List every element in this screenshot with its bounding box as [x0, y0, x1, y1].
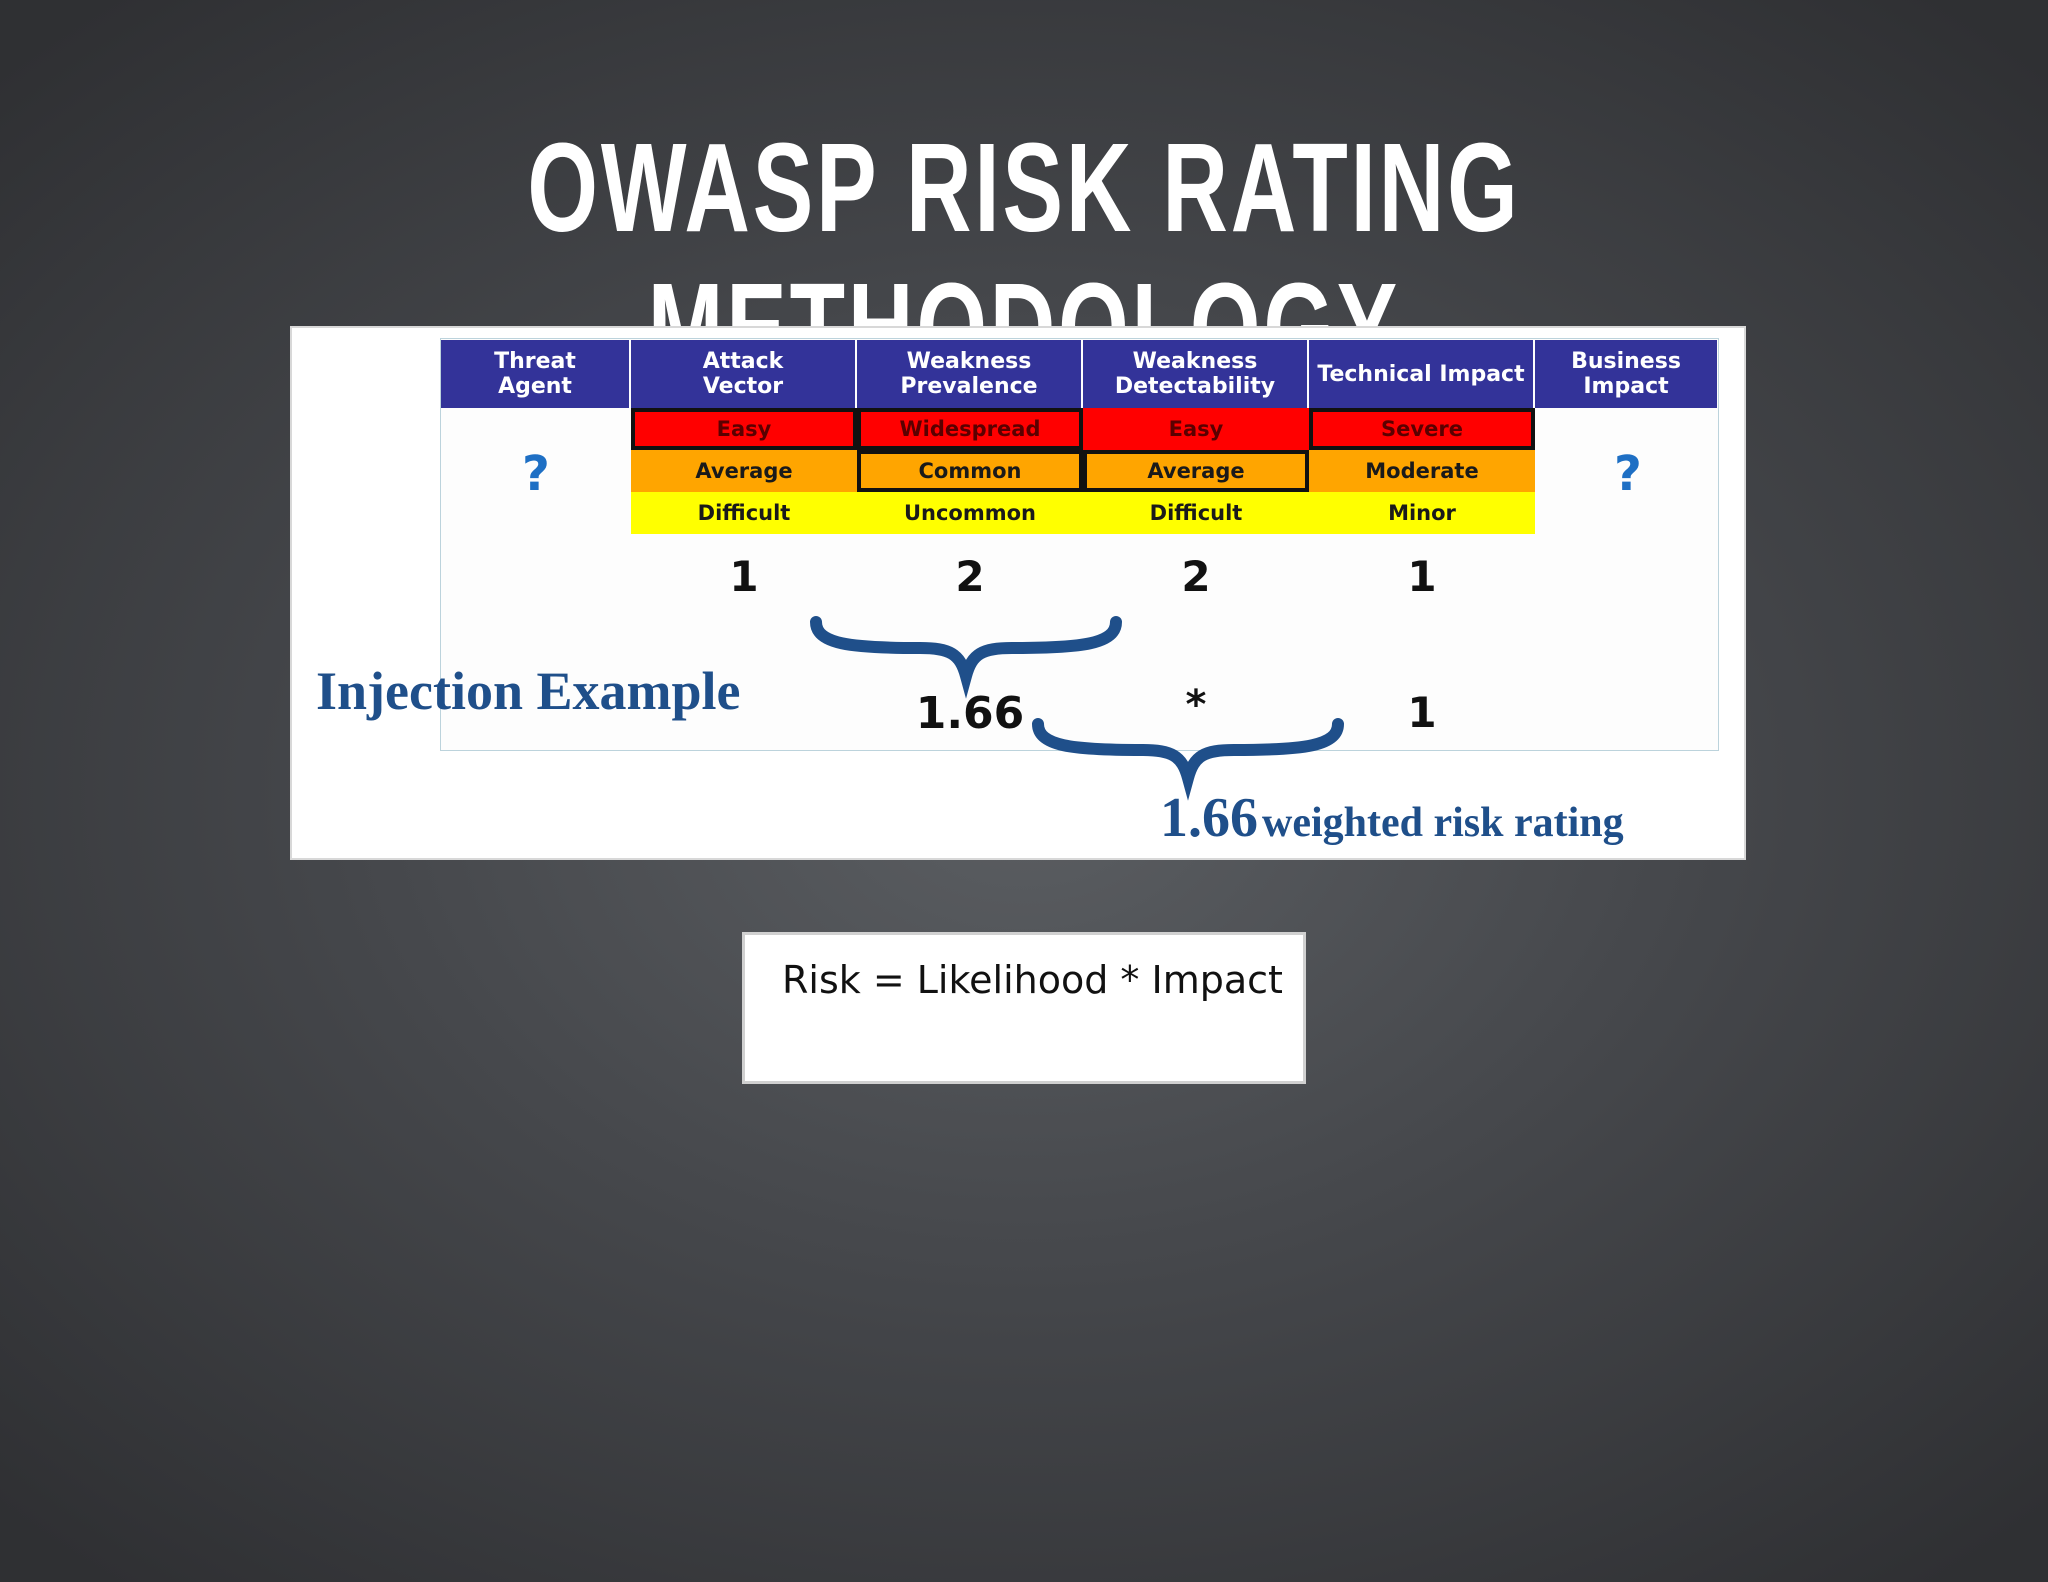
header-weakness-prevalence: Weakness Prevalence	[857, 340, 1083, 408]
cell-detectability-average: Average	[1083, 450, 1309, 492]
threat-agent-question-mark: ?	[522, 446, 550, 502]
header-weakness-detectability: Weakness Detectability	[1083, 340, 1309, 408]
header-threat-agent: Threat Agent	[441, 340, 631, 408]
likelihood-value: 1.66	[915, 688, 1025, 739]
cell-prevalence-widespread: Widespread	[857, 408, 1083, 450]
cell-technical-impact-minor: Minor	[1309, 492, 1535, 534]
risk-formula-box: Risk = Likelihood * Impact	[742, 932, 1306, 1084]
cell-prevalence-common: Common	[857, 450, 1083, 492]
score-weakness-prevalence: 2	[955, 552, 985, 601]
weighted-risk-rating: 1.66 weighted risk rating	[1160, 786, 1624, 850]
cell-prevalence-uncommon: Uncommon	[857, 492, 1083, 534]
business-impact-question-mark: ?	[1614, 446, 1642, 502]
likelihood-brace	[810, 616, 1122, 699]
cell-detectability-easy: Easy	[1083, 408, 1309, 450]
risk-rating-figure: Threat Agent Attack Vector Weakness Prevale…	[290, 326, 1746, 860]
weighted-risk-value: 1.66	[1160, 787, 1258, 849]
score-attack-vector: 1	[729, 552, 759, 601]
multiply-operator: *	[1185, 682, 1207, 728]
header-attack-vector: Attack Vector	[631, 340, 857, 408]
header-business-impact: Business Impact	[1535, 340, 1717, 408]
cell-technical-impact-moderate: Moderate	[1309, 450, 1535, 492]
impact-value: 1	[1407, 688, 1437, 737]
risk-brace	[1032, 718, 1344, 801]
cell-attack-vector-difficult: Difficult	[631, 492, 857, 534]
cell-detectability-difficult: Difficult	[1083, 492, 1309, 534]
injection-example-label: Injection Example	[316, 661, 741, 721]
score-technical-impact: 1	[1407, 552, 1437, 601]
score-weakness-detectability: 2	[1181, 552, 1211, 601]
cell-attack-vector-easy: Easy	[631, 408, 857, 450]
cell-technical-impact-severe: Severe	[1309, 408, 1535, 450]
header-technical-impact: Technical Impact	[1309, 340, 1535, 408]
risk-formula: Risk = Likelihood * Impact	[782, 958, 1283, 1002]
cell-attack-vector-average: Average	[631, 450, 857, 492]
weighted-risk-text: weighted risk rating	[1262, 800, 1624, 846]
